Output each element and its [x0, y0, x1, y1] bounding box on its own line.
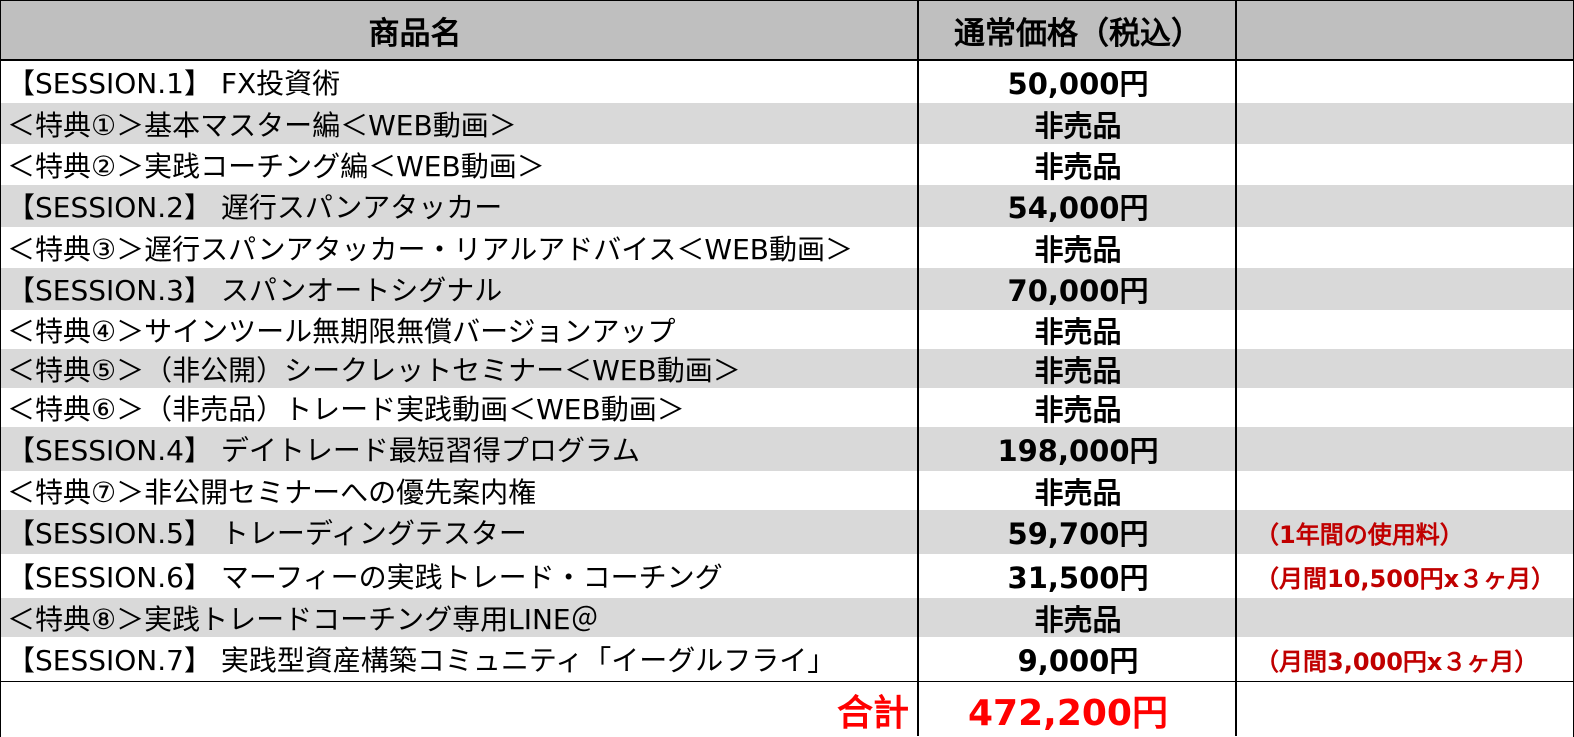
- product-price: 非売品: [1034, 353, 1122, 388]
- column-divider: [917, 1, 919, 736]
- product-name: 【SESSION.5】 トレーディングテスター: [7, 517, 527, 550]
- product-name: 【SESSION.7】 実践型資産構築コミュニティ「イーグルフライ」: [7, 644, 836, 677]
- product-name: 【SESSION.6】 マーフィーの実践トレード・コーチング: [7, 561, 723, 594]
- product-price: 非売品: [1034, 149, 1122, 184]
- product-note: [1237, 185, 1573, 227]
- column-divider: [1235, 1, 1237, 736]
- product-price: 非売品: [1034, 602, 1122, 637]
- table-row: 【SESSION.4】 デイトレード最短習得プログラム 198,000円: [1, 427, 1573, 471]
- table-row: 【SESSION.6】 マーフィーの実践トレード・コーチング 31,500円 （…: [1, 554, 1573, 598]
- product-price: 54,000円: [1007, 191, 1149, 225]
- table-row: ＜特典⑤＞（非公開）シークレットセミナー＜WEB動画＞ 非売品: [1, 349, 1573, 388]
- product-price: 50,000円: [1007, 67, 1149, 101]
- table-row: 【SESSION.7】 実践型資産構築コミュニティ「イーグルフライ」 9,000…: [1, 637, 1573, 681]
- product-name: 【SESSION.4】 デイトレード最短習得プログラム: [7, 434, 641, 467]
- product-note: [1237, 144, 1573, 185]
- product-price: 非売品: [1034, 232, 1122, 267]
- product-price: 9,000円: [1017, 644, 1139, 678]
- product-price: 198,000円: [997, 434, 1159, 468]
- table-row: 【SESSION.1】 FX投資術 50,000円: [1, 61, 1573, 103]
- table-row: ＜特典①＞基本マスター編＜WEB動画＞ 非売品: [1, 103, 1573, 144]
- product-name: ＜特典⑥＞（非売品）トレード実践動画＜WEB動画＞: [7, 392, 685, 426]
- product-name: ＜特典②＞実践コーチング編＜WEB動画＞: [7, 149, 545, 183]
- product-note: [1237, 61, 1573, 103]
- table-header: 商品名 通常価格（税込）: [1, 1, 1573, 61]
- product-note: [1237, 388, 1573, 427]
- product-note: [1237, 598, 1573, 637]
- table-row: ＜特典③＞遅行スパンアタッカー・リアルアドバイス＜WEB動画＞ 非売品: [1, 227, 1573, 268]
- table-row: 【SESSION.5】 トレーディングテスター 59,700円 （1年間の使用料…: [1, 510, 1573, 554]
- table-row: 【SESSION.2】 遅行スパンアタッカー 54,000円: [1, 185, 1573, 227]
- product-price: 非売品: [1034, 314, 1122, 349]
- product-price: 70,000円: [1007, 274, 1149, 308]
- total-label: 合計: [836, 692, 909, 734]
- product-note: （月間3,000円x３ヶ月）: [1255, 647, 1539, 676]
- product-name: ＜特典①＞基本マスター編＜WEB動画＞: [7, 108, 517, 142]
- table-row: ＜特典⑧＞実践トレードコーチング専用LINE＠ 非売品: [1, 598, 1573, 637]
- total-price: 472,200円: [968, 692, 1168, 734]
- product-note: [1237, 103, 1573, 144]
- product-note: （1年間の使用料）: [1255, 520, 1464, 549]
- product-note: [1237, 349, 1573, 388]
- product-note: [1237, 471, 1573, 510]
- product-name: ＜特典⑦＞非公開セミナーへの優先案内権: [7, 475, 537, 509]
- header-regular-price: 通常価格（税込）: [954, 15, 1202, 52]
- product-price: 非売品: [1034, 108, 1122, 143]
- product-note: [1237, 310, 1573, 349]
- table-row: ＜特典④＞サインツール無期限無償バージョンアップ 非売品: [1, 310, 1573, 349]
- table-row: ＜特典⑥＞（非売品）トレード実践動画＜WEB動画＞ 非売品: [1, 388, 1573, 427]
- total-row: 合計 472,200円: [1, 681, 1573, 737]
- header-product-name: 商品名: [368, 15, 462, 52]
- table-row: ＜特典⑦＞非公開セミナーへの優先案内権 非売品: [1, 471, 1573, 510]
- product-name: ＜特典⑧＞実践トレードコーチング専用LINE＠: [7, 602, 599, 636]
- product-name: 【SESSION.2】 遅行スパンアタッカー: [7, 191, 503, 224]
- product-name: ＜特典⑤＞（非公開）シークレットセミナー＜WEB動画＞: [7, 353, 741, 387]
- product-name: 【SESSION.1】 FX投資術: [7, 67, 341, 100]
- table-row: ＜特典②＞実践コーチング編＜WEB動画＞ 非売品: [1, 144, 1573, 185]
- product-note: [1237, 268, 1573, 310]
- header-note: [1237, 1, 1573, 59]
- product-price: 31,500円: [1007, 561, 1149, 595]
- product-note: [1237, 427, 1573, 471]
- product-name: 【SESSION.3】 スパンオートシグナル: [7, 274, 503, 307]
- product-price: 非売品: [1034, 392, 1122, 427]
- product-name: ＜特典④＞サインツール無期限無償バージョンアップ: [7, 314, 676, 348]
- total-note: [1237, 682, 1573, 737]
- product-price: 非売品: [1034, 475, 1122, 510]
- product-price: 59,700円: [1007, 517, 1149, 551]
- product-note: [1237, 227, 1573, 268]
- table-row: 【SESSION.3】 スパンオートシグナル 70,000円: [1, 268, 1573, 310]
- product-note: （月間10,500円x３ヶ月）: [1255, 564, 1556, 593]
- product-name: ＜特典③＞遅行スパンアタッカー・リアルアドバイス＜WEB動画＞: [7, 232, 853, 266]
